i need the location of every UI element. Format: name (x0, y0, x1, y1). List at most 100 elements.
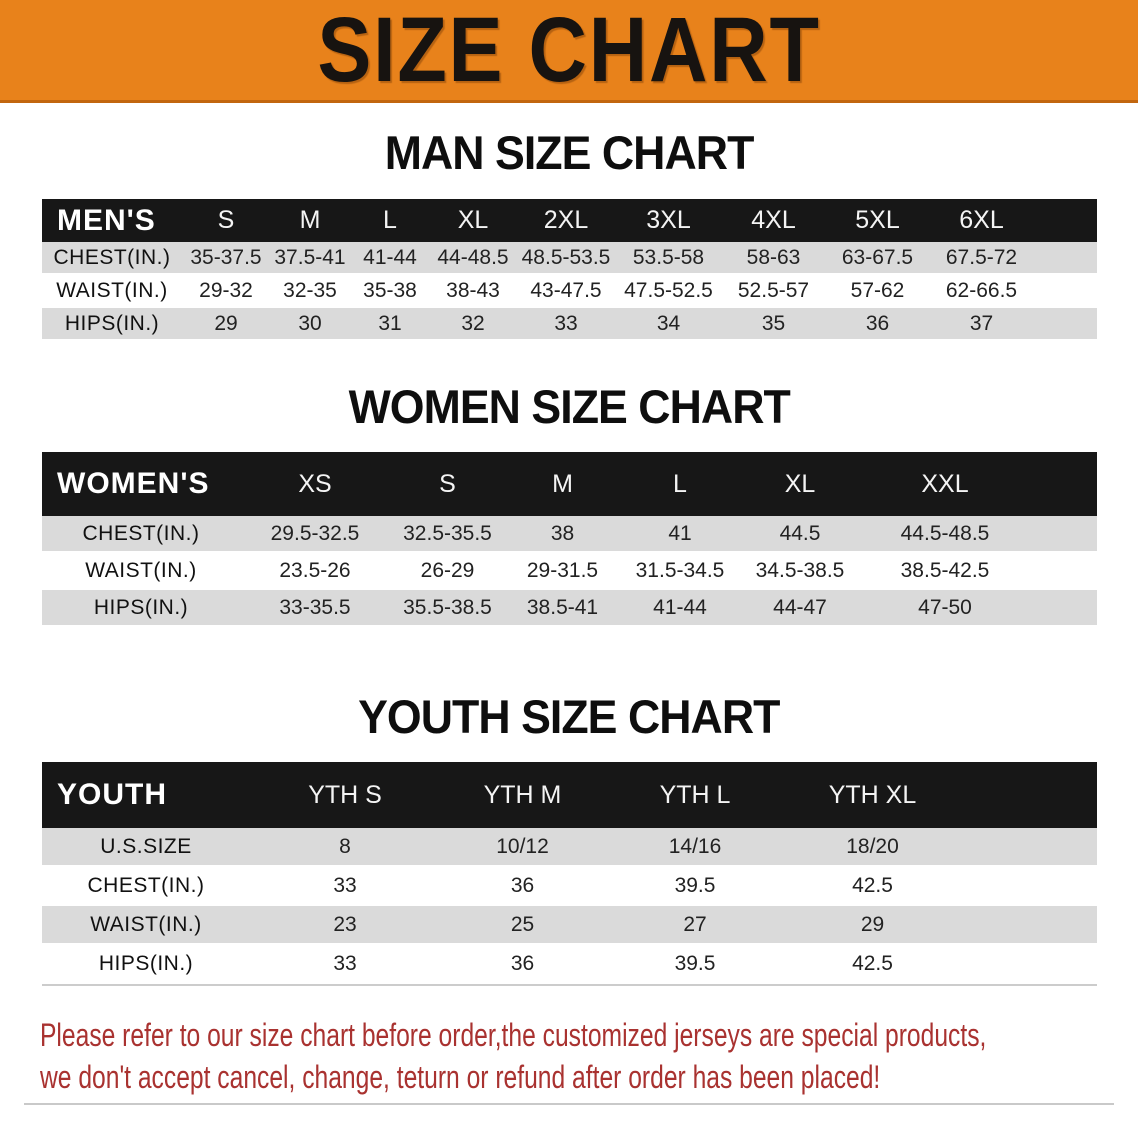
size-chart-page: SIZE CHART MAN SIZE CHART MEN'S S M L XL 2XL 3X… (0, 0, 1138, 1105)
section-heading-text: MAN SIZE CHART (384, 126, 755, 179)
spacer-cell (1030, 516, 1097, 553)
spacer-cell (1030, 553, 1097, 590)
size-column-header: 6XL (929, 199, 1034, 242)
size-value: 26-29 (390, 553, 505, 590)
size-value: 47-50 (860, 590, 1030, 627)
size-value: 36 (826, 308, 929, 341)
row-label: WAIST(IN.) (42, 553, 240, 590)
size-value: 44.5-48.5 (860, 516, 1030, 553)
measurement-row: HIPS(IN.) 33 36 39.5 42.5 (42, 945, 1097, 984)
size-value: 33 (250, 945, 440, 984)
size-value: 57-62 (826, 275, 929, 308)
section-youth: YOUTH SIZE CHART YOUTH YTH S YTH M YTH L YTH … (0, 693, 1138, 986)
size-value: 23.5-26 (240, 553, 390, 590)
size-value: 29.5-32.5 (240, 516, 390, 553)
size-value: 31 (350, 308, 430, 341)
size-value: 39.5 (605, 945, 785, 984)
section-mens: MAN SIZE CHART MEN'S S M L XL 2XL 3XL 4XL 5XL 6XL C… (0, 129, 1138, 341)
size-value: 52.5-57 (721, 275, 826, 308)
group-label: YOUTH (42, 762, 250, 828)
measurement-row: WAIST(IN.) 23.5-26 26-29 29-31.5 31.5-34.5 34… (42, 553, 1097, 590)
table-header-row: YOUTH YTH S YTH M YTH L YTH XL (42, 762, 1097, 828)
row-label: HIPS(IN.) (42, 945, 250, 984)
size-column-header: XL (430, 199, 516, 242)
size-value: 38-43 (430, 275, 516, 308)
size-value: 37 (929, 308, 1034, 341)
spacer-cell (960, 762, 1097, 828)
size-value: 34.5-38.5 (740, 553, 860, 590)
spacer-cell (960, 867, 1097, 906)
size-value: 32 (430, 308, 516, 341)
measurement-row: CHEST(IN.) 29.5-32.5 32.5-35.5 38 41 44.5 44.5… (42, 516, 1097, 553)
page-title: SIZE CHART (317, 0, 821, 101)
group-label: WOMEN'S (42, 452, 240, 516)
size-value: 41-44 (350, 242, 430, 275)
size-value: 53.5-58 (616, 242, 721, 275)
section-heading: MAN SIZE CHART (0, 129, 1138, 177)
size-value: 14/16 (605, 828, 785, 867)
measurement-row: CHEST(IN.) 33 36 39.5 42.5 (42, 867, 1097, 906)
size-column-header: 3XL (616, 199, 721, 242)
section-heading-text: WOMEN SIZE CHART (348, 380, 790, 433)
size-value: 67.5-72 (929, 242, 1034, 275)
spacer-cell (1030, 452, 1097, 516)
notice-line-2: we don't accept cancel, change, teturn o… (40, 1059, 881, 1095)
size-value: 35-37.5 (182, 242, 270, 275)
size-charts: MAN SIZE CHART MEN'S S M L XL 2XL 3XL 4XL 5XL 6XL C… (0, 129, 1138, 986)
section-heading: YOUTH SIZE CHART (0, 693, 1138, 741)
size-value: 48.5-53.5 (516, 242, 616, 275)
section-heading-text: YOUTH SIZE CHART (358, 690, 780, 743)
size-value: 41-44 (620, 590, 740, 627)
size-value: 36 (440, 945, 605, 984)
section-womens: WOMEN SIZE CHART WOMEN'S XS S M L XL XXL CHEST(I… (0, 383, 1138, 627)
size-value: 38 (505, 516, 620, 553)
size-value: 29-31.5 (505, 553, 620, 590)
size-value: 27 (605, 906, 785, 945)
spacer-cell (1030, 590, 1097, 627)
size-value: 41 (620, 516, 740, 553)
size-column-header: M (505, 452, 620, 516)
size-value: 38.5-42.5 (860, 553, 1030, 590)
size-value: 29-32 (182, 275, 270, 308)
size-value: 33 (250, 867, 440, 906)
spacer-cell (1034, 199, 1097, 242)
row-label: CHEST(IN.) (42, 516, 240, 553)
spacer-cell (960, 828, 1097, 867)
row-label: HIPS(IN.) (42, 308, 182, 341)
size-value: 8 (250, 828, 440, 867)
size-value: 58-63 (721, 242, 826, 275)
size-value: 63-67.5 (826, 242, 929, 275)
size-table-youth: YOUTH YTH S YTH M YTH L YTH XL U.S.SIZE 8 10/12… (42, 762, 1097, 986)
section-heading: WOMEN SIZE CHART (0, 383, 1138, 431)
size-value: 33-35.5 (240, 590, 390, 627)
size-column-header: YTH XL (785, 762, 960, 828)
table-header-row: MEN'S S M L XL 2XL 3XL 4XL 5XL 6XL (42, 199, 1097, 242)
bottom-divider (24, 1103, 1114, 1105)
size-value: 38.5-41 (505, 590, 620, 627)
spacer-cell (1034, 308, 1097, 341)
size-value: 23 (250, 906, 440, 945)
size-value: 42.5 (785, 945, 960, 984)
size-value: 62-66.5 (929, 275, 1034, 308)
table-header-row: WOMEN'S XS S M L XL XXL (42, 452, 1097, 516)
measurement-row: WAIST(IN.) 29-32 32-35 35-38 38-43 43-47.5 47.… (42, 275, 1097, 308)
size-value: 10/12 (440, 828, 605, 867)
size-column-header: 2XL (516, 199, 616, 242)
size-value: 29 (182, 308, 270, 341)
size-value: 44-48.5 (430, 242, 516, 275)
size-column-header: S (390, 452, 505, 516)
size-value: 35 (721, 308, 826, 341)
size-value: 33 (516, 308, 616, 341)
row-label: WAIST(IN.) (42, 275, 182, 308)
size-value: 35-38 (350, 275, 430, 308)
size-value: 39.5 (605, 867, 785, 906)
spacer-cell (960, 945, 1097, 984)
size-column-header: L (350, 199, 430, 242)
size-value: 44-47 (740, 590, 860, 627)
size-column-header: M (270, 199, 350, 242)
size-column-header: L (620, 452, 740, 516)
size-value: 32-35 (270, 275, 350, 308)
measurement-row: HIPS(IN.) 29 30 31 32 33 34 35 36 37 (42, 308, 1097, 341)
size-table-mens: MEN'S S M L XL 2XL 3XL 4XL 5XL 6XL CHEST(IN.) 35-37… (42, 199, 1097, 341)
size-table-womens: WOMEN'S XS S M L XL XXL CHEST(IN.) 29.5-32.5 32.5… (42, 452, 1097, 627)
